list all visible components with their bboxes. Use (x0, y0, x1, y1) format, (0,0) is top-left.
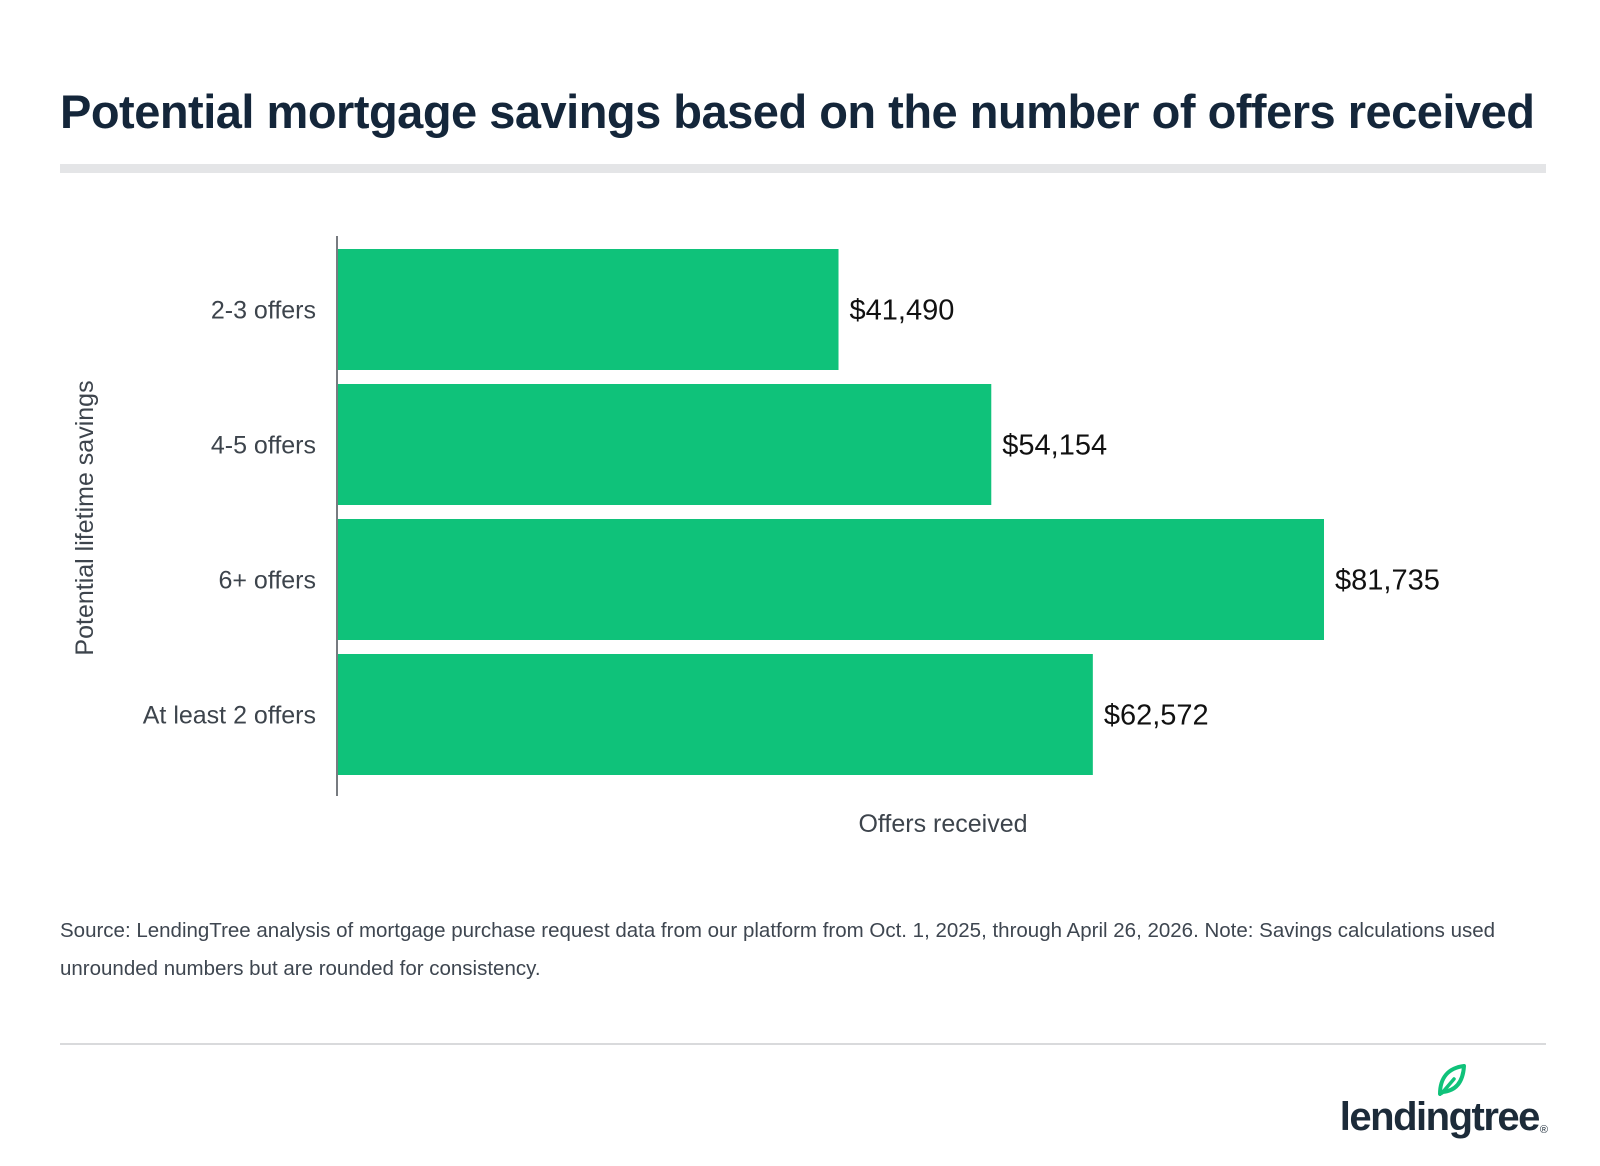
labels-layer: 2-3 offers $41,490 4-5 offers $54,154 6+ off… (143, 295, 1440, 732)
value-label-0: $41,490 (850, 295, 955, 327)
footer-divider (60, 1043, 1546, 1045)
bar-1 (338, 384, 992, 505)
y-axis-title: Potential lifetime savings (71, 380, 99, 655)
value-label-3: $62,572 (1104, 700, 1209, 732)
bar-0 (338, 249, 839, 370)
category-label-2: 6+ offers (218, 567, 316, 595)
category-label-1: 4-5 offers (211, 432, 316, 460)
bar-2 (338, 519, 1324, 640)
chart-title: Potential mortgage savings based on the … (60, 85, 1535, 138)
bars-layer (338, 249, 1324, 775)
logo-wordmark: lendingtree (1339, 1095, 1541, 1139)
leaf-icon (1437, 1064, 1466, 1096)
value-label-2: $81,735 (1335, 565, 1440, 597)
title-divider (60, 164, 1546, 173)
lendingtree-logo: lendingtree ® (1339, 1064, 1548, 1140)
bar-3 (338, 654, 1093, 775)
x-axis-title: Offers received (858, 810, 1027, 838)
source-note: Source: LendingTree analysis of mortgage… (60, 919, 1496, 980)
registered-mark: ® (1539, 1124, 1548, 1136)
category-label-3: At least 2 offers (143, 702, 316, 730)
value-label-1: $54,154 (1002, 430, 1107, 462)
category-label-0: 2-3 offers (211, 297, 316, 325)
